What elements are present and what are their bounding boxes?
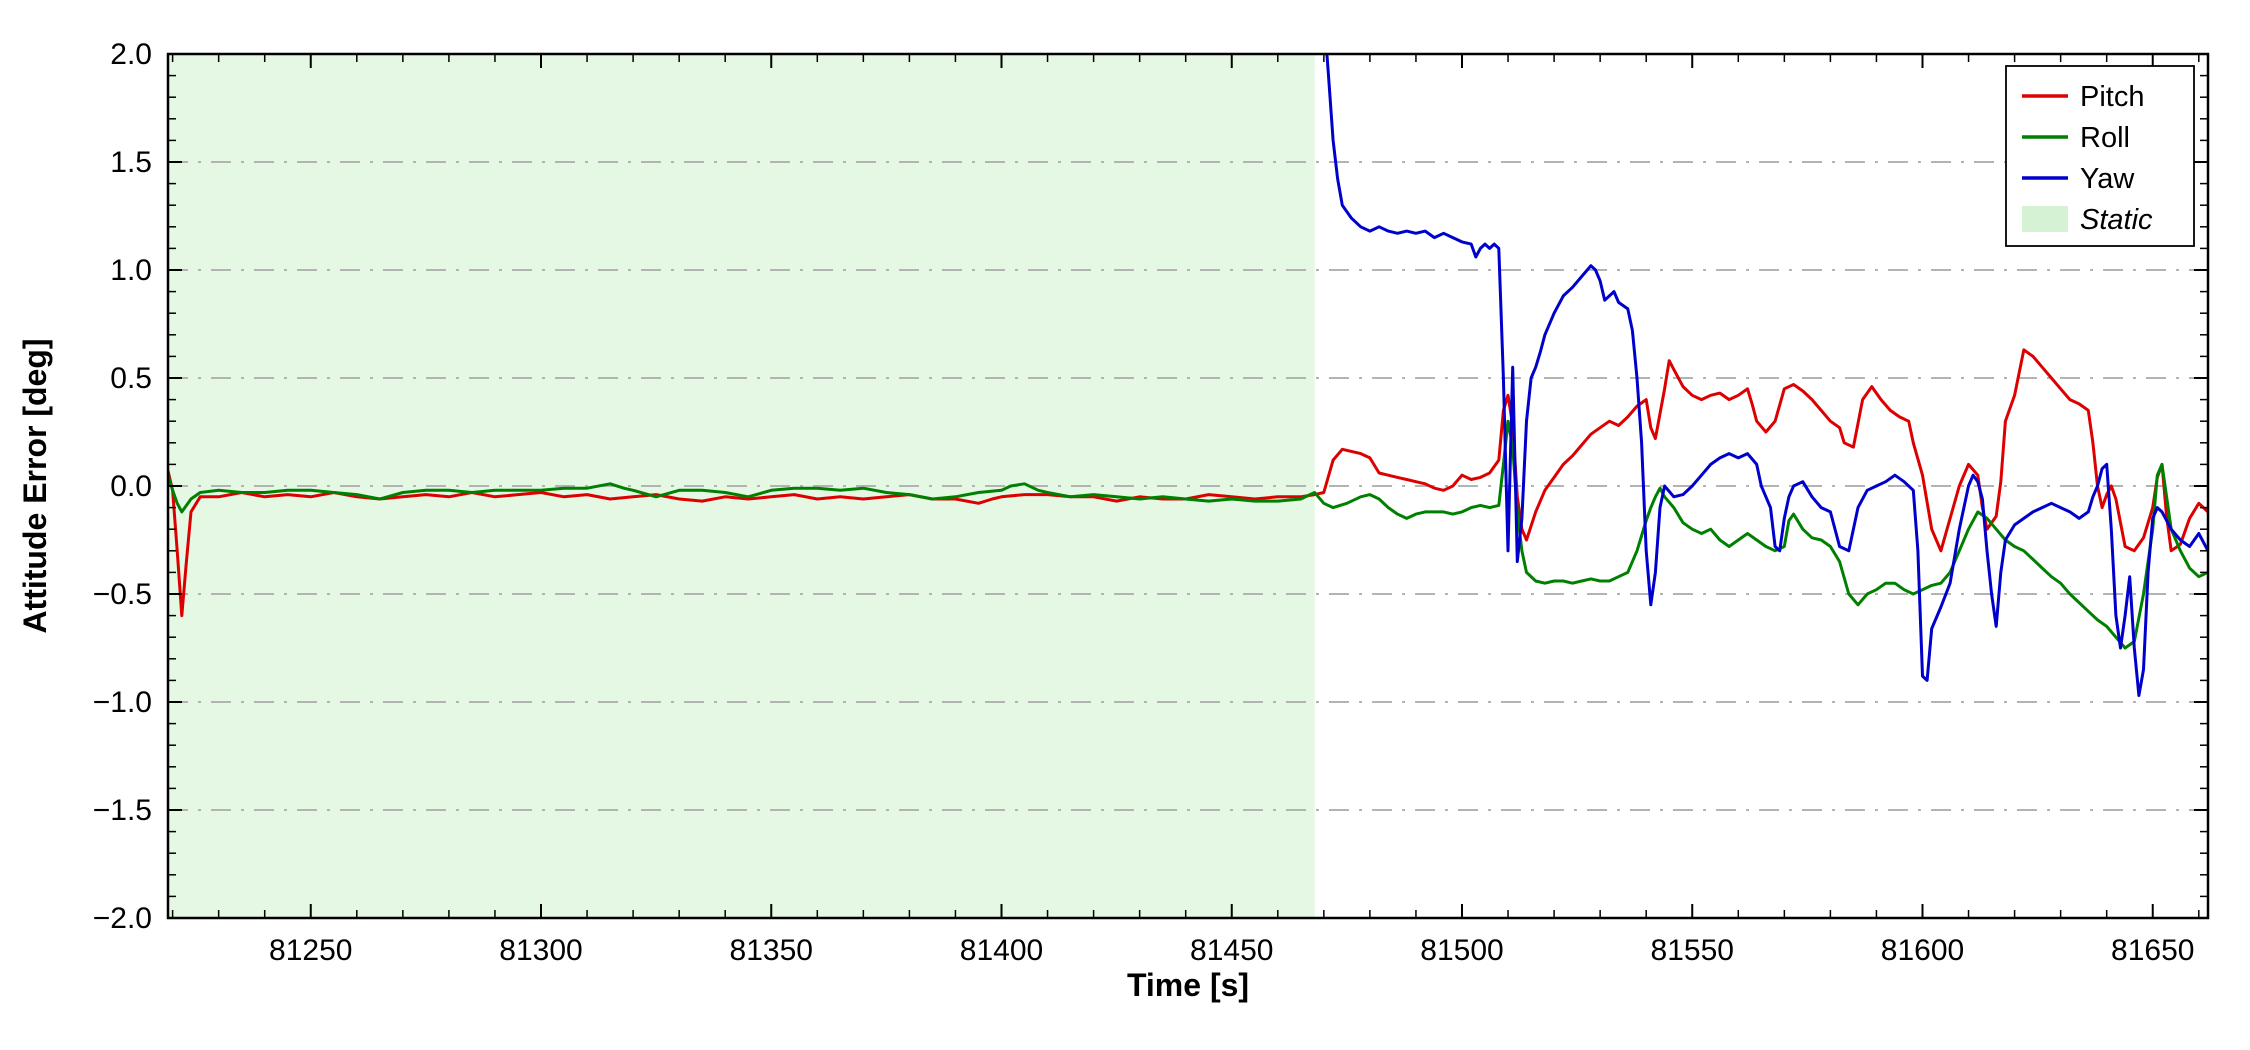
series-line-pitch xyxy=(168,348,2208,618)
x-tick-label: 81250 xyxy=(269,934,352,967)
y-tick-label: 1.5 xyxy=(110,146,152,179)
y-tick-label: 1.0 xyxy=(110,254,152,287)
x-tick-label: 81350 xyxy=(730,934,813,967)
x-tick-label: 81500 xyxy=(1420,934,1503,967)
y-axis-label: Attitude Error [deg] xyxy=(17,338,53,633)
legend-label-roll: Roll xyxy=(2080,122,2130,154)
y-tick-label: −1.0 xyxy=(93,686,152,719)
y-tick-label: −2.0 xyxy=(93,902,152,935)
x-tick-label: 81550 xyxy=(1651,934,1734,967)
x-tick-label: 81300 xyxy=(499,934,582,967)
x-axis-label: Time [s] xyxy=(1127,967,1249,1003)
x-tick-label: 81650 xyxy=(2111,934,2194,967)
y-tick-label: 2.0 xyxy=(110,38,152,71)
y-tick-label: −0.5 xyxy=(93,578,152,611)
y-tick-label: −1.5 xyxy=(93,794,152,827)
legend-patch-static xyxy=(2022,206,2068,232)
legend-label-pitch: Pitch xyxy=(2080,81,2144,113)
y-tick-label: 0.5 xyxy=(110,362,152,395)
x-tick-label: 81600 xyxy=(1881,934,1964,967)
y-tick-label: 0.0 xyxy=(110,470,152,503)
x-tick-label: 81450 xyxy=(1190,934,1273,967)
legend-label-yaw: Yaw xyxy=(2080,163,2135,195)
x-tick-label: 81400 xyxy=(960,934,1043,967)
series-line-yaw xyxy=(1325,54,2208,697)
legend-label-static: Static xyxy=(2080,204,2153,236)
